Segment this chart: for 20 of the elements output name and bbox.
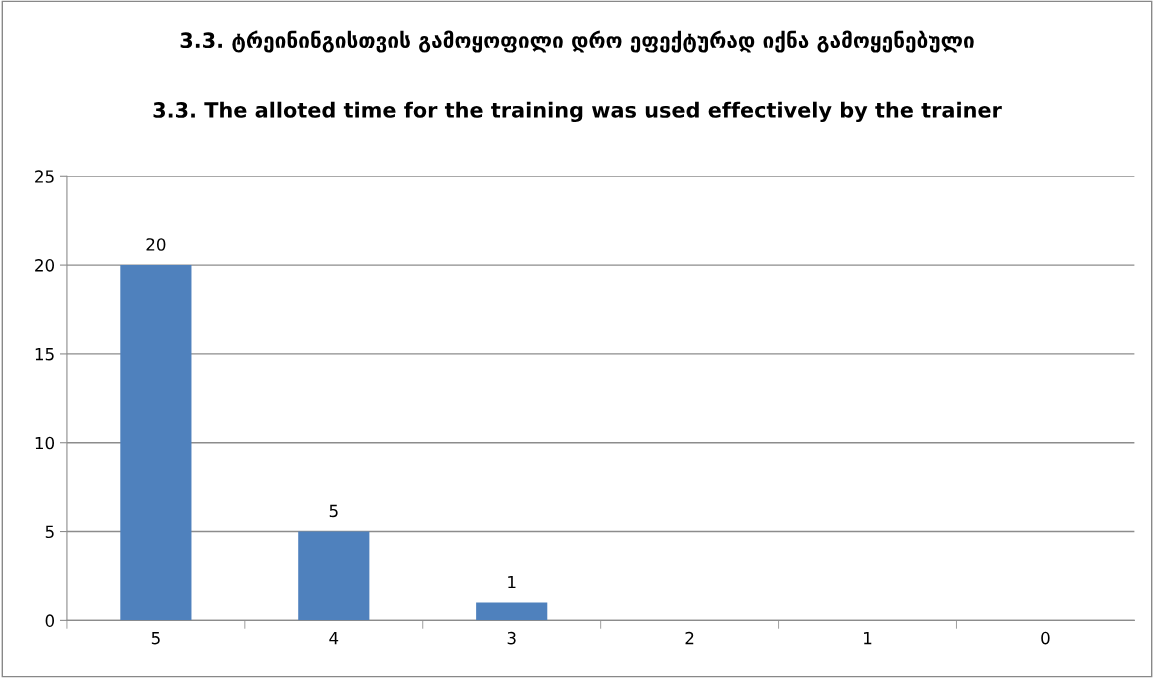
x-tick-label: 2 <box>685 631 694 645</box>
x-tick-label: 1 <box>864 631 872 645</box>
y-tick-label: 20 <box>35 259 55 272</box>
x-tick-label: 5 <box>151 631 160 645</box>
x-tick-label: 0 <box>1041 631 1050 645</box>
y-tick-label: 15 <box>35 348 54 361</box>
y-tick-label: 5 <box>45 525 54 539</box>
bar <box>120 265 192 621</box>
chart-subtitle: 3.3. The alloted time for the training was used effectively by the trainer <box>153 101 1002 123</box>
x-tick-label: 4 <box>329 631 339 645</box>
y-tick-label: 10 <box>35 436 55 450</box>
bar <box>298 531 370 621</box>
x-tick-label: 3 <box>507 631 516 645</box>
data-label: 1 <box>508 575 516 589</box>
bar <box>476 602 548 621</box>
y-tick-label: 25 <box>35 170 54 183</box>
data-label: 20 <box>146 238 166 251</box>
y-tick-label: 0 <box>45 614 55 627</box>
chart-title: 3.3. ტრეინინგისთვის გამოყოფილი დრო ეფექტურად იქნა გამოყენებული <box>180 30 974 53</box>
data-label: 5 <box>329 504 338 518</box>
